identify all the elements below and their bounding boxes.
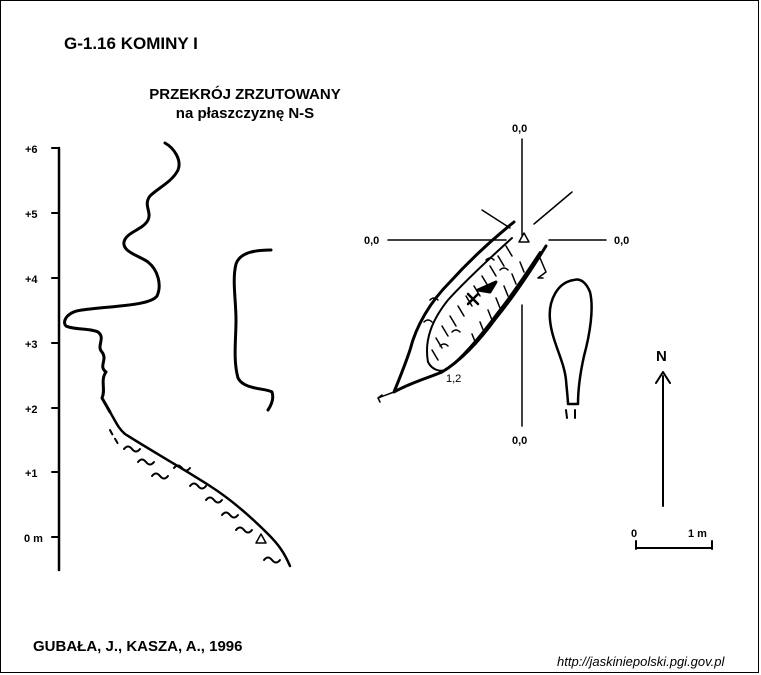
scalebar-start: 0: [631, 528, 637, 540]
scale-label-plus4: +4: [25, 274, 38, 286]
axis-label-top: 0,0: [512, 123, 527, 135]
scalebar-end: 1 m: [688, 528, 707, 540]
author-credit: GUBAŁA, J., KASZA, A., 1996: [33, 638, 243, 655]
entrance-triangle-section: [255, 533, 267, 544]
axis-label-right: 0,0: [614, 235, 629, 247]
section-heading: PRZEKRÓJ ZRZUTOWANY: [149, 86, 341, 103]
vertical-scale: [51, 146, 61, 572]
rubble-symbols: [123, 445, 281, 564]
plan-wide-hatch-arrow: [476, 280, 498, 294]
cave-title: G-1.16 KOMINY I: [64, 34, 198, 53]
section-floor: [108, 410, 292, 568]
scale-label-plus3: +3: [25, 339, 38, 351]
section-floor-dashed: [109, 429, 119, 445]
section-subheading: na płaszczyznę N-S: [175, 105, 315, 122]
plan-hatching: [423, 245, 525, 361]
scale-label-plus1: +1: [25, 468, 38, 480]
section-wall-left: [63, 141, 181, 414]
entrance-triangle-plan: [518, 232, 530, 243]
section-wall-right: [232, 248, 275, 412]
scale-label-plus2: +2: [25, 404, 38, 416]
scale-label-zero: 0 m: [24, 533, 43, 545]
scale-bar: [635, 540, 713, 550]
axis-label-left: 0,0: [364, 235, 379, 247]
north-label: N: [656, 348, 667, 365]
scale-label-plus6: +6: [25, 144, 38, 156]
plan-outlet-lower: [377, 391, 395, 403]
axis-label-bottom: 0,0: [512, 435, 527, 447]
source-url: http://jaskiniepolski.pgi.gov.pl: [557, 654, 725, 669]
scale-label-plus5: +5: [25, 209, 38, 221]
depth-label: 1,2: [446, 373, 461, 385]
plan-chamber-tail: [565, 409, 576, 419]
north-arrow: [655, 371, 671, 507]
plan-outlet-upper: [537, 257, 547, 279]
plan-chamber: [548, 278, 593, 406]
plan-axes: [387, 138, 607, 427]
plan-x-mark: [466, 292, 480, 306]
plan-outline-inner: [426, 237, 541, 372]
plan-outline-outer: [392, 220, 548, 394]
